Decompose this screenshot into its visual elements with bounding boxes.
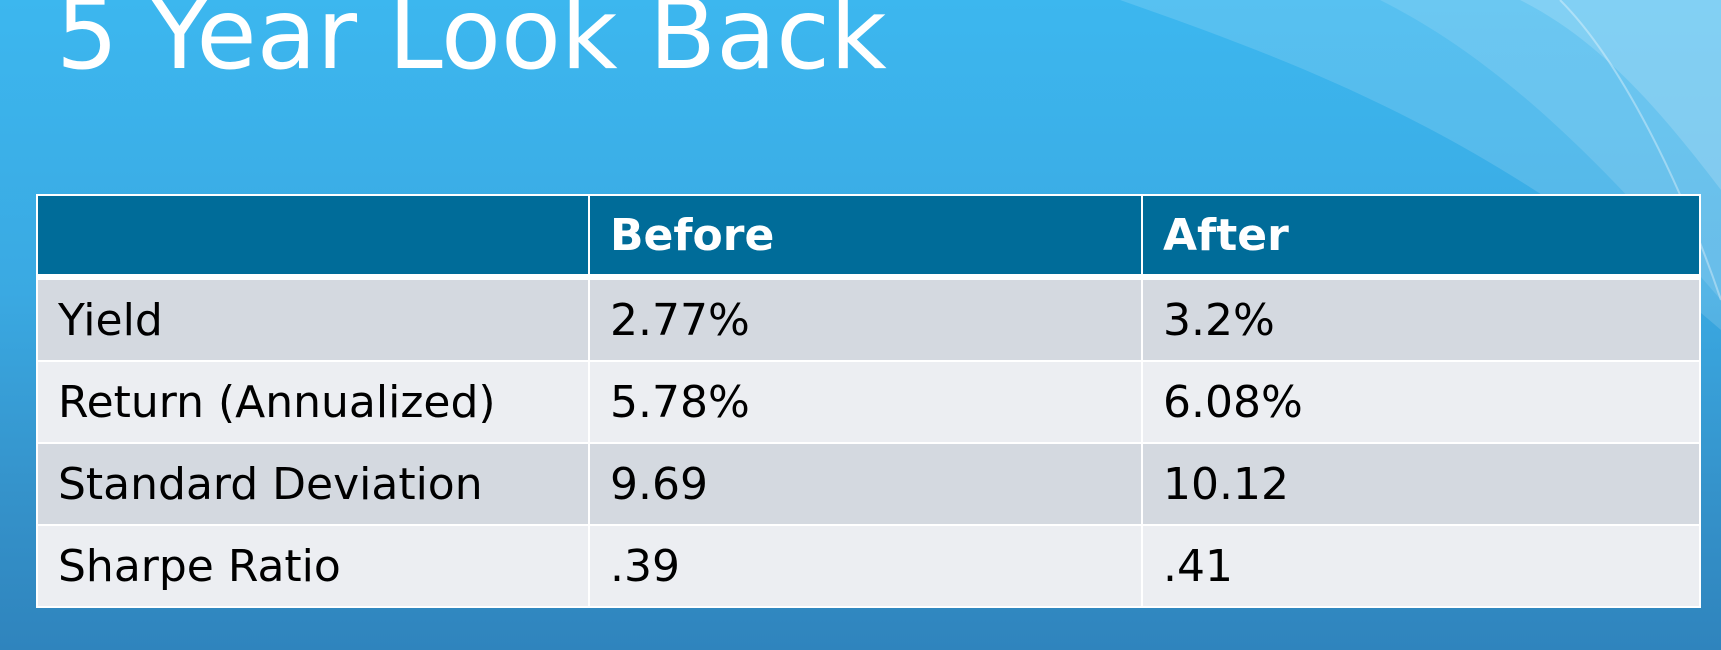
before-value: 5.78% xyxy=(588,360,1143,443)
header-cell-before: Before xyxy=(588,195,1143,280)
table-row-yield: Yield 2.77% 3.2% xyxy=(36,276,1701,361)
before-value: 2.77% xyxy=(588,276,1143,361)
slide-title: 5 Year Look Back xyxy=(56,0,887,92)
before-value: .39 xyxy=(588,524,1143,607)
row-label: Standard Deviation xyxy=(36,442,590,525)
table-row-return: Return (Annualized) 5.78% 6.08% xyxy=(36,360,1701,443)
row-label: Return (Annualized) xyxy=(36,360,590,443)
table-header-row: Before After xyxy=(36,195,1701,280)
after-value: 10.12 xyxy=(1141,442,1701,525)
header-cell-after: After xyxy=(1141,195,1701,280)
after-value: 6.08% xyxy=(1141,360,1701,443)
row-label: Yield xyxy=(36,276,590,361)
comparison-table: Before After Yield 2.77% 3.2% Return (An… xyxy=(36,194,1701,608)
before-value: 9.69 xyxy=(588,442,1143,525)
after-value: .41 xyxy=(1141,524,1701,607)
table-row-sharpe-ratio: Sharpe Ratio .39 .41 xyxy=(36,524,1701,607)
header-cell-metric xyxy=(36,195,590,280)
table-row-standard-deviation: Standard Deviation 9.69 10.12 xyxy=(36,442,1701,525)
after-value: 3.2% xyxy=(1141,276,1701,361)
row-label: Sharpe Ratio xyxy=(36,524,590,607)
